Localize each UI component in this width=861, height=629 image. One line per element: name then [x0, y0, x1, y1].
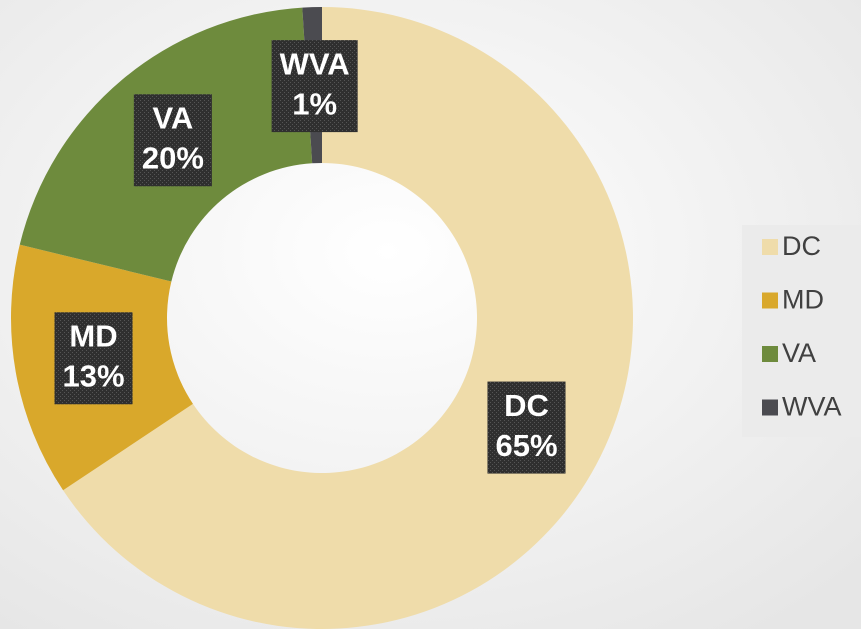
legend-label: DC	[782, 231, 821, 261]
legend-label: VA	[782, 338, 816, 368]
legend-label: WVA	[782, 392, 842, 422]
data-label-category: MD	[69, 318, 117, 353]
legend-label: MD	[782, 285, 824, 315]
data-label-value: 13%	[63, 358, 125, 393]
data-label: MD 13%	[54, 312, 133, 405]
legend-swatch	[762, 292, 778, 309]
data-label: VA 20%	[133, 94, 212, 187]
data-label-value: 20%	[142, 140, 204, 175]
data-label-value: 65%	[495, 428, 557, 463]
data-label-box	[54, 312, 133, 405]
data-label-box	[487, 381, 566, 474]
data-label-category: DC	[504, 388, 549, 423]
data-label-category: WVA	[280, 46, 350, 81]
data-label-box	[133, 94, 212, 187]
legend-swatch	[762, 399, 778, 416]
legend-swatch	[762, 239, 778, 255]
legend-swatch	[762, 346, 778, 362]
data-label-value: 1%	[292, 86, 337, 121]
data-label-category: VA	[152, 100, 193, 135]
data-label: DC 65%	[487, 381, 566, 474]
data-label-box	[271, 40, 358, 133]
data-label: WVA 1%	[271, 40, 358, 133]
legend-box	[742, 225, 861, 437]
